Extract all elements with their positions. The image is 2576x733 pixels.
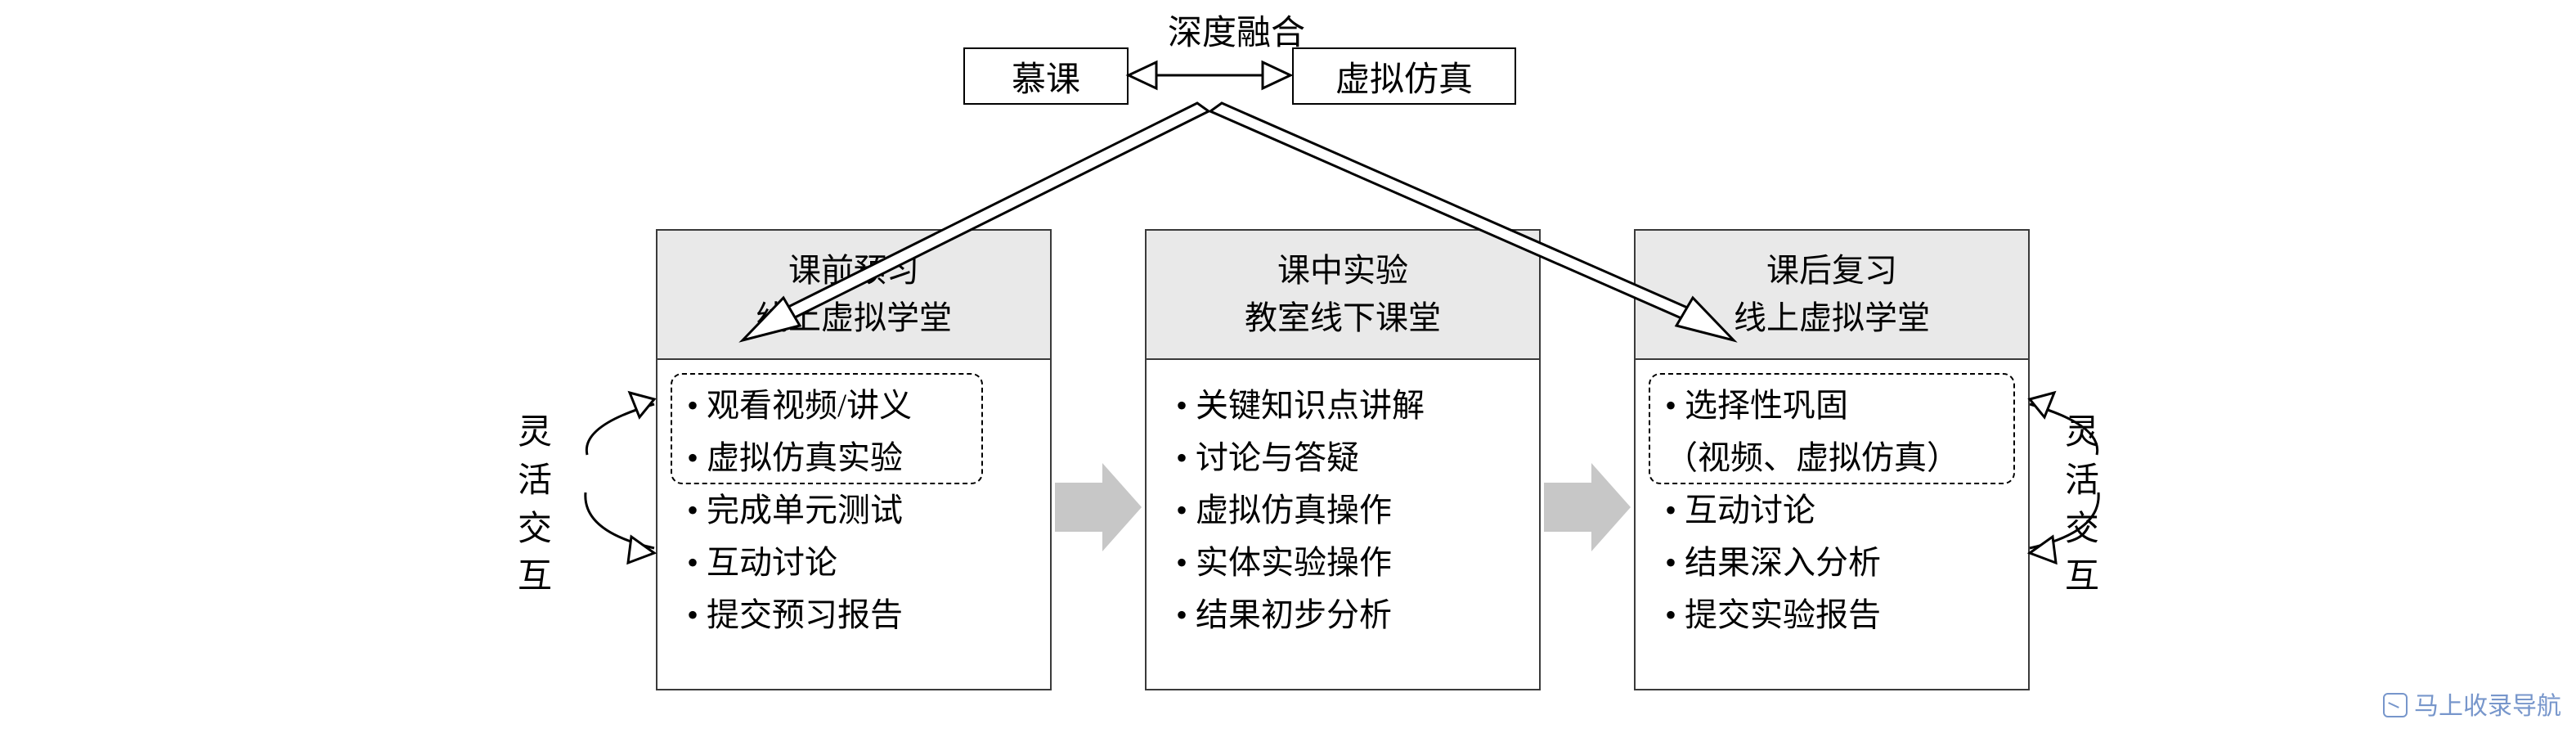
stage-body: 观看视频/讲义 虚拟仿真实验 完成单元测试 互动讨论 提交预习报告 bbox=[657, 360, 1050, 654]
stage-item: 选择性巩固 bbox=[1665, 380, 2005, 432]
stage-header: 课后复习 线上虚拟学堂 bbox=[1636, 231, 2028, 360]
stage-body: 关键知识点讲解 讨论与答疑 虚拟仿真操作 实体实验操作 结果初步分析 bbox=[1147, 360, 1539, 654]
stage-header: 课中实验 教室线下课堂 bbox=[1147, 231, 1539, 360]
side-label-line: 灵活 bbox=[515, 409, 554, 506]
stage-header-line: 教室线下课堂 bbox=[1153, 295, 1533, 342]
stage-item: 关键知识点讲解 bbox=[1176, 380, 1516, 432]
watermark-logo-icon bbox=[2383, 693, 2408, 717]
watermark: 马上收录导航 bbox=[2383, 686, 2561, 722]
stage-header-line: 线上虚拟学堂 bbox=[1642, 295, 2022, 342]
top-box-mooc: 慕课 bbox=[963, 47, 1129, 105]
side-label-right: 灵活 交互 bbox=[2062, 409, 2102, 601]
stage-item: 虚拟仿真实验 bbox=[687, 432, 1027, 484]
stage-item: 互动讨论 bbox=[687, 537, 1027, 589]
stage-header-line: 线上虚拟学堂 bbox=[664, 295, 1043, 342]
flow-arrow-1-icon bbox=[1055, 463, 1142, 551]
side-label-line: 灵活 bbox=[2062, 409, 2102, 506]
stage-header-line: 课后复习 bbox=[1642, 247, 2022, 295]
side-label-left: 灵活 交互 bbox=[515, 409, 554, 601]
stage-item: 讨论与答疑 bbox=[1176, 432, 1516, 484]
diagram-canvas: 深度融合 慕课 虚拟仿真 课前预习 线上虚拟学堂 观看视频/讲义 虚拟仿真实验 … bbox=[0, 0, 2576, 733]
stage-item: 互动讨论 bbox=[1665, 484, 2005, 537]
stage-item: 完成单元测试 bbox=[687, 484, 1027, 537]
side-label-line: 交互 bbox=[2062, 506, 2102, 602]
stage-item: （视频、虚拟仿真） bbox=[1665, 432, 2005, 484]
flow-arrow-2-icon bbox=[1544, 463, 1631, 551]
stage-item: 观看视频/讲义 bbox=[687, 380, 1027, 432]
stage-item: 结果初步分析 bbox=[1176, 589, 1516, 641]
double-arrow-icon bbox=[1129, 62, 1290, 88]
stage-item: 提交实验报告 bbox=[1665, 589, 2005, 641]
side-label-line: 交互 bbox=[515, 506, 554, 602]
watermark-text: 马上收录导航 bbox=[2414, 693, 2561, 720]
stage-item: 结果深入分析 bbox=[1665, 537, 2005, 589]
stage-pre-class: 课前预习 线上虚拟学堂 观看视频/讲义 虚拟仿真实验 完成单元测试 互动讨论 提… bbox=[656, 229, 1052, 690]
stage-item: 提交预习报告 bbox=[687, 589, 1027, 641]
stage-post-class: 课后复习 线上虚拟学堂 选择性巩固 （视频、虚拟仿真） 互动讨论 结果深入分析 … bbox=[1634, 229, 2030, 690]
stage-item: 虚拟仿真操作 bbox=[1176, 484, 1516, 537]
stage-in-class: 课中实验 教室线下课堂 关键知识点讲解 讨论与答疑 虚拟仿真操作 实体实验操作 … bbox=[1145, 229, 1541, 690]
stage-header-line: 课中实验 bbox=[1153, 247, 1533, 295]
stage-item: 实体实验操作 bbox=[1176, 537, 1516, 589]
stage-body: 选择性巩固 （视频、虚拟仿真） 互动讨论 结果深入分析 提交实验报告 bbox=[1636, 360, 2028, 654]
stage-header-line: 课前预习 bbox=[664, 247, 1043, 295]
flex-arrow-left-icon bbox=[586, 393, 654, 563]
stage-header: 课前预习 线上虚拟学堂 bbox=[657, 231, 1050, 360]
top-box-virtual-sim: 虚拟仿真 bbox=[1292, 47, 1516, 105]
